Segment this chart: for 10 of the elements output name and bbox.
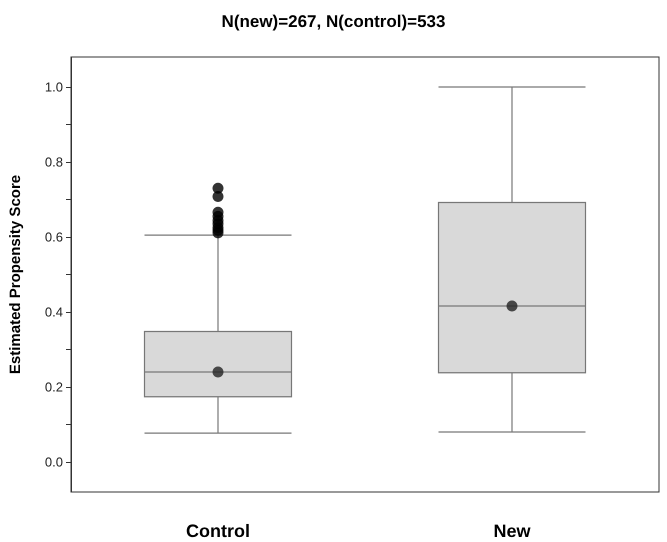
y-axis-title: Estimated Propensity Score [7,174,24,374]
y-tick-label: 0.2 [44,380,63,394]
chart-title: N(new)=267, N(control)=533 [222,12,446,31]
y-tick-label: 0.4 [44,304,63,320]
x-tick-label: Control [186,521,250,541]
y-tick-label: 0.8 [44,154,63,170]
y-tick-label: 1.0 [44,80,63,94]
y-tick-label: 0.0 [44,454,63,470]
y-tick-label: 0.6 [44,230,63,244]
x-tick-label: New [493,521,532,541]
